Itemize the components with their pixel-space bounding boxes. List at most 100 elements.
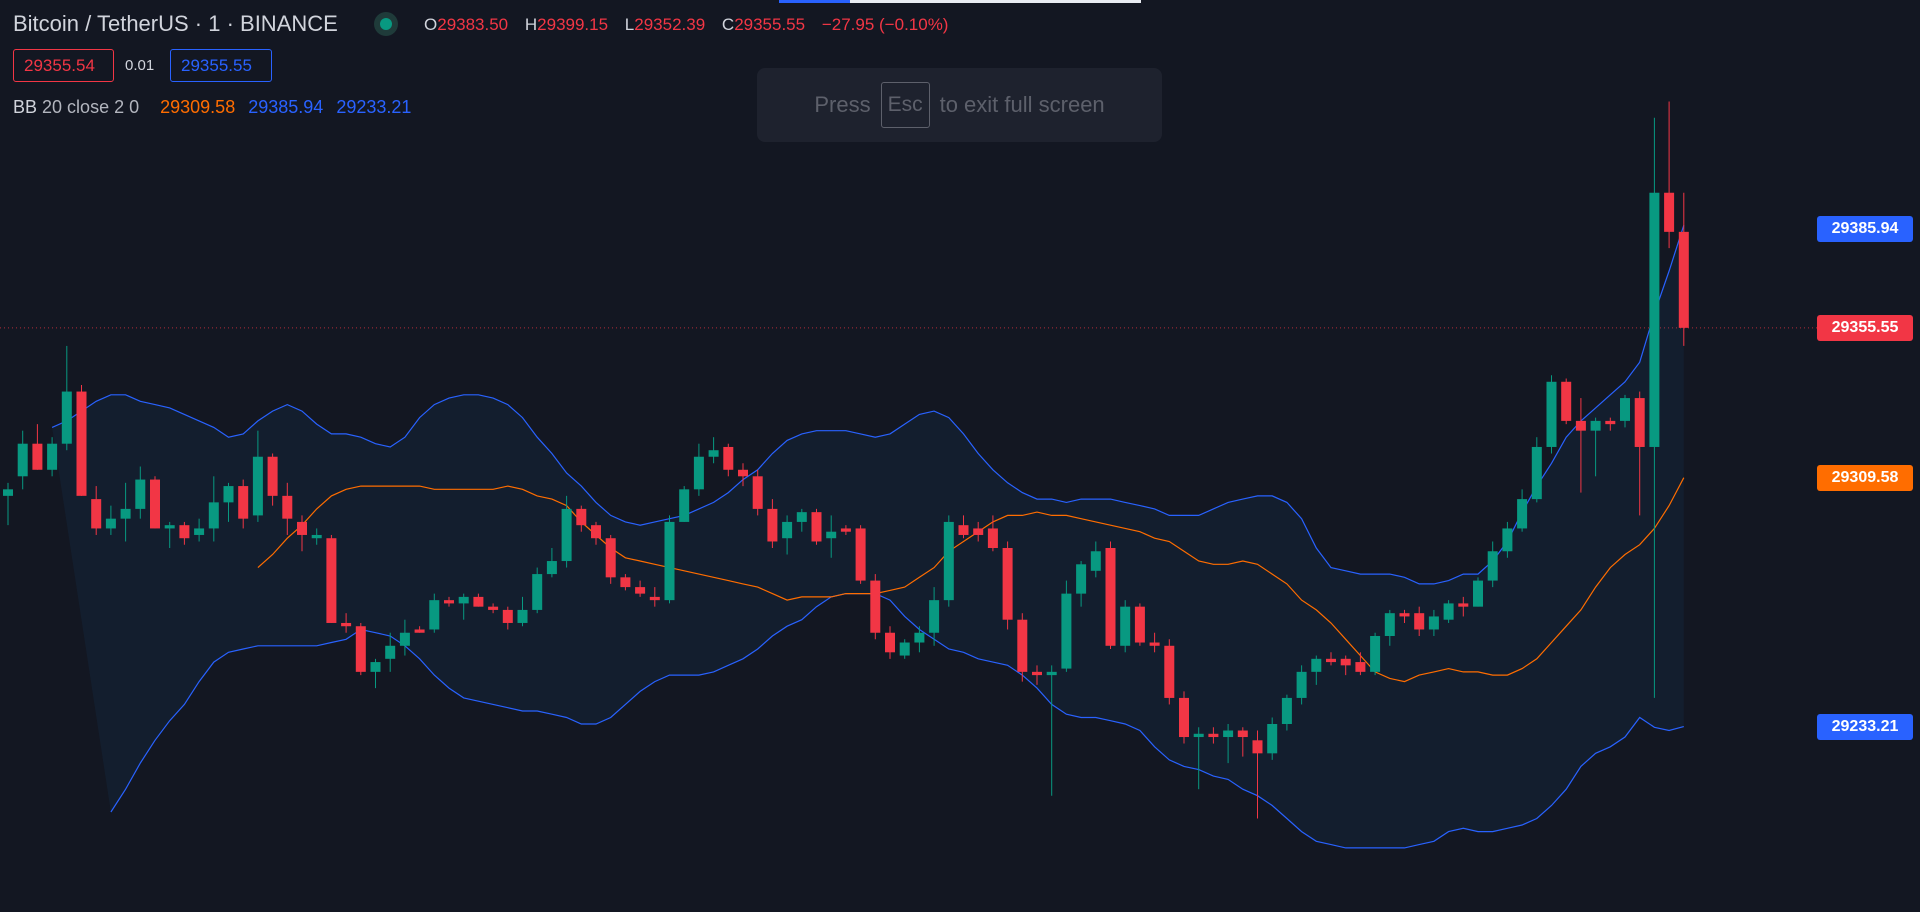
candle-body[interactable]: [1105, 548, 1116, 646]
candle-body[interactable]: [605, 538, 616, 578]
candle-body[interactable]: [385, 645, 396, 659]
candle-body[interactable]: [1620, 398, 1630, 421]
candle-body[interactable]: [355, 626, 366, 672]
candle-body[interactable]: [105, 518, 116, 529]
candle-body[interactable]: [120, 508, 131, 519]
candle-body[interactable]: [399, 632, 410, 646]
candle-body[interactable]: [17, 443, 28, 477]
candle-body[interactable]: [782, 521, 793, 539]
candle-body[interactable]: [135, 479, 146, 509]
candle-body[interactable]: [1634, 398, 1645, 447]
candle-body[interactable]: [693, 456, 704, 490]
candle-body[interactable]: [1649, 192, 1660, 447]
candle-body[interactable]: [958, 525, 969, 535]
candle-body[interactable]: [76, 391, 87, 496]
candle-body[interactable]: [899, 642, 910, 656]
bollinger-legend[interactable]: BB 20 close 2 0 29309.58 29385.94 29233.…: [13, 97, 411, 118]
candle-body[interactable]: [679, 489, 690, 522]
candle-body[interactable]: [576, 508, 587, 526]
candle-body[interactable]: [179, 525, 190, 539]
candle-body[interactable]: [252, 456, 263, 516]
candle-body[interactable]: [194, 528, 205, 535]
candle-body[interactable]: [1179, 697, 1189, 738]
candle-body[interactable]: [47, 443, 58, 470]
candle-body[interactable]: [1605, 420, 1616, 425]
candle-body[interactable]: [150, 479, 160, 529]
candle-body[interactable]: [1017, 619, 1028, 672]
candle-body[interactable]: [267, 456, 278, 496]
candle-body[interactable]: [1575, 420, 1586, 431]
candle-body[interactable]: [885, 632, 895, 653]
candle-body[interactable]: [1061, 593, 1072, 669]
sell-button[interactable]: 29355.54: [13, 49, 114, 82]
candle-body[interactable]: [620, 577, 631, 588]
candle-body[interactable]: [1443, 603, 1454, 620]
candle-body[interactable]: [1223, 730, 1234, 738]
candle-body[interactable]: [752, 476, 763, 509]
candle-body[interactable]: [1296, 671, 1307, 698]
candle-body[interactable]: [1502, 528, 1513, 552]
candle-body[interactable]: [1164, 645, 1175, 698]
candle-body[interactable]: [649, 596, 660, 601]
candle-body[interactable]: [1517, 499, 1528, 529]
candle-body[interactable]: [532, 574, 543, 610]
candle-body[interactable]: [840, 528, 851, 532]
candle-body[interactable]: [708, 450, 719, 457]
candle-body[interactable]: [1208, 733, 1219, 738]
candle-body[interactable]: [1237, 730, 1248, 738]
candle-body[interactable]: [914, 632, 925, 643]
candle-body[interactable]: [3, 489, 13, 496]
candle-body[interactable]: [1590, 420, 1601, 431]
candle-body[interactable]: [591, 525, 601, 539]
candle-body[interactable]: [326, 538, 337, 623]
candle-body[interactable]: [473, 596, 484, 607]
candle-body[interactable]: [91, 499, 102, 529]
candle-body[interactable]: [208, 502, 219, 529]
candle-body[interactable]: [488, 606, 499, 610]
candle-body[interactable]: [223, 486, 234, 503]
candle-body[interactable]: [664, 521, 675, 601]
candle-body[interactable]: [1370, 636, 1381, 672]
symbol-title[interactable]: Bitcoin / TetherUS · 1 · BINANCE: [13, 11, 338, 36]
candle-body[interactable]: [32, 443, 43, 470]
candle-body[interactable]: [1561, 381, 1572, 421]
candle-body[interactable]: [796, 512, 807, 522]
candle-body[interactable]: [1664, 192, 1675, 232]
candle-body[interactable]: [458, 596, 469, 604]
candle-body[interactable]: [723, 446, 734, 470]
buy-button[interactable]: 29355.55: [170, 49, 272, 82]
candle-body[interactable]: [635, 587, 646, 594]
candle-body[interactable]: [1090, 551, 1101, 571]
candle-body[interactable]: [1399, 613, 1410, 617]
candle-body[interactable]: [297, 521, 307, 535]
candle-body[interactable]: [1458, 603, 1469, 607]
candle-body[interactable]: [973, 528, 984, 535]
candle-body[interactable]: [1428, 616, 1439, 630]
candle-body[interactable]: [929, 600, 940, 633]
candle-body[interactable]: [1678, 231, 1689, 328]
candle-body[interactable]: [767, 508, 778, 542]
candle-body[interactable]: [414, 629, 425, 633]
candle-body[interactable]: [870, 580, 881, 633]
candle-body[interactable]: [1149, 642, 1160, 646]
candle-body[interactable]: [1355, 662, 1366, 672]
candle-body[interactable]: [1384, 613, 1395, 636]
candle-body[interactable]: [502, 609, 513, 623]
candle-body[interactable]: [1267, 724, 1278, 754]
candle-body[interactable]: [311, 534, 322, 539]
candle-body[interactable]: [1473, 580, 1483, 607]
candle-body[interactable]: [517, 609, 528, 623]
candle-body[interactable]: [1193, 733, 1204, 738]
candle-body[interactable]: [943, 521, 954, 601]
candle-body[interactable]: [444, 600, 454, 604]
candle-body[interactable]: [1487, 551, 1498, 581]
candle-body[interactable]: [1252, 740, 1263, 754]
candle-body[interactable]: [1311, 658, 1322, 672]
candle-body[interactable]: [546, 561, 557, 575]
candle-body[interactable]: [370, 662, 381, 672]
candle-body[interactable]: [1134, 606, 1145, 643]
candle-body[interactable]: [1002, 548, 1013, 620]
candle-body[interactable]: [1046, 671, 1057, 676]
candle-body[interactable]: [1076, 564, 1087, 594]
